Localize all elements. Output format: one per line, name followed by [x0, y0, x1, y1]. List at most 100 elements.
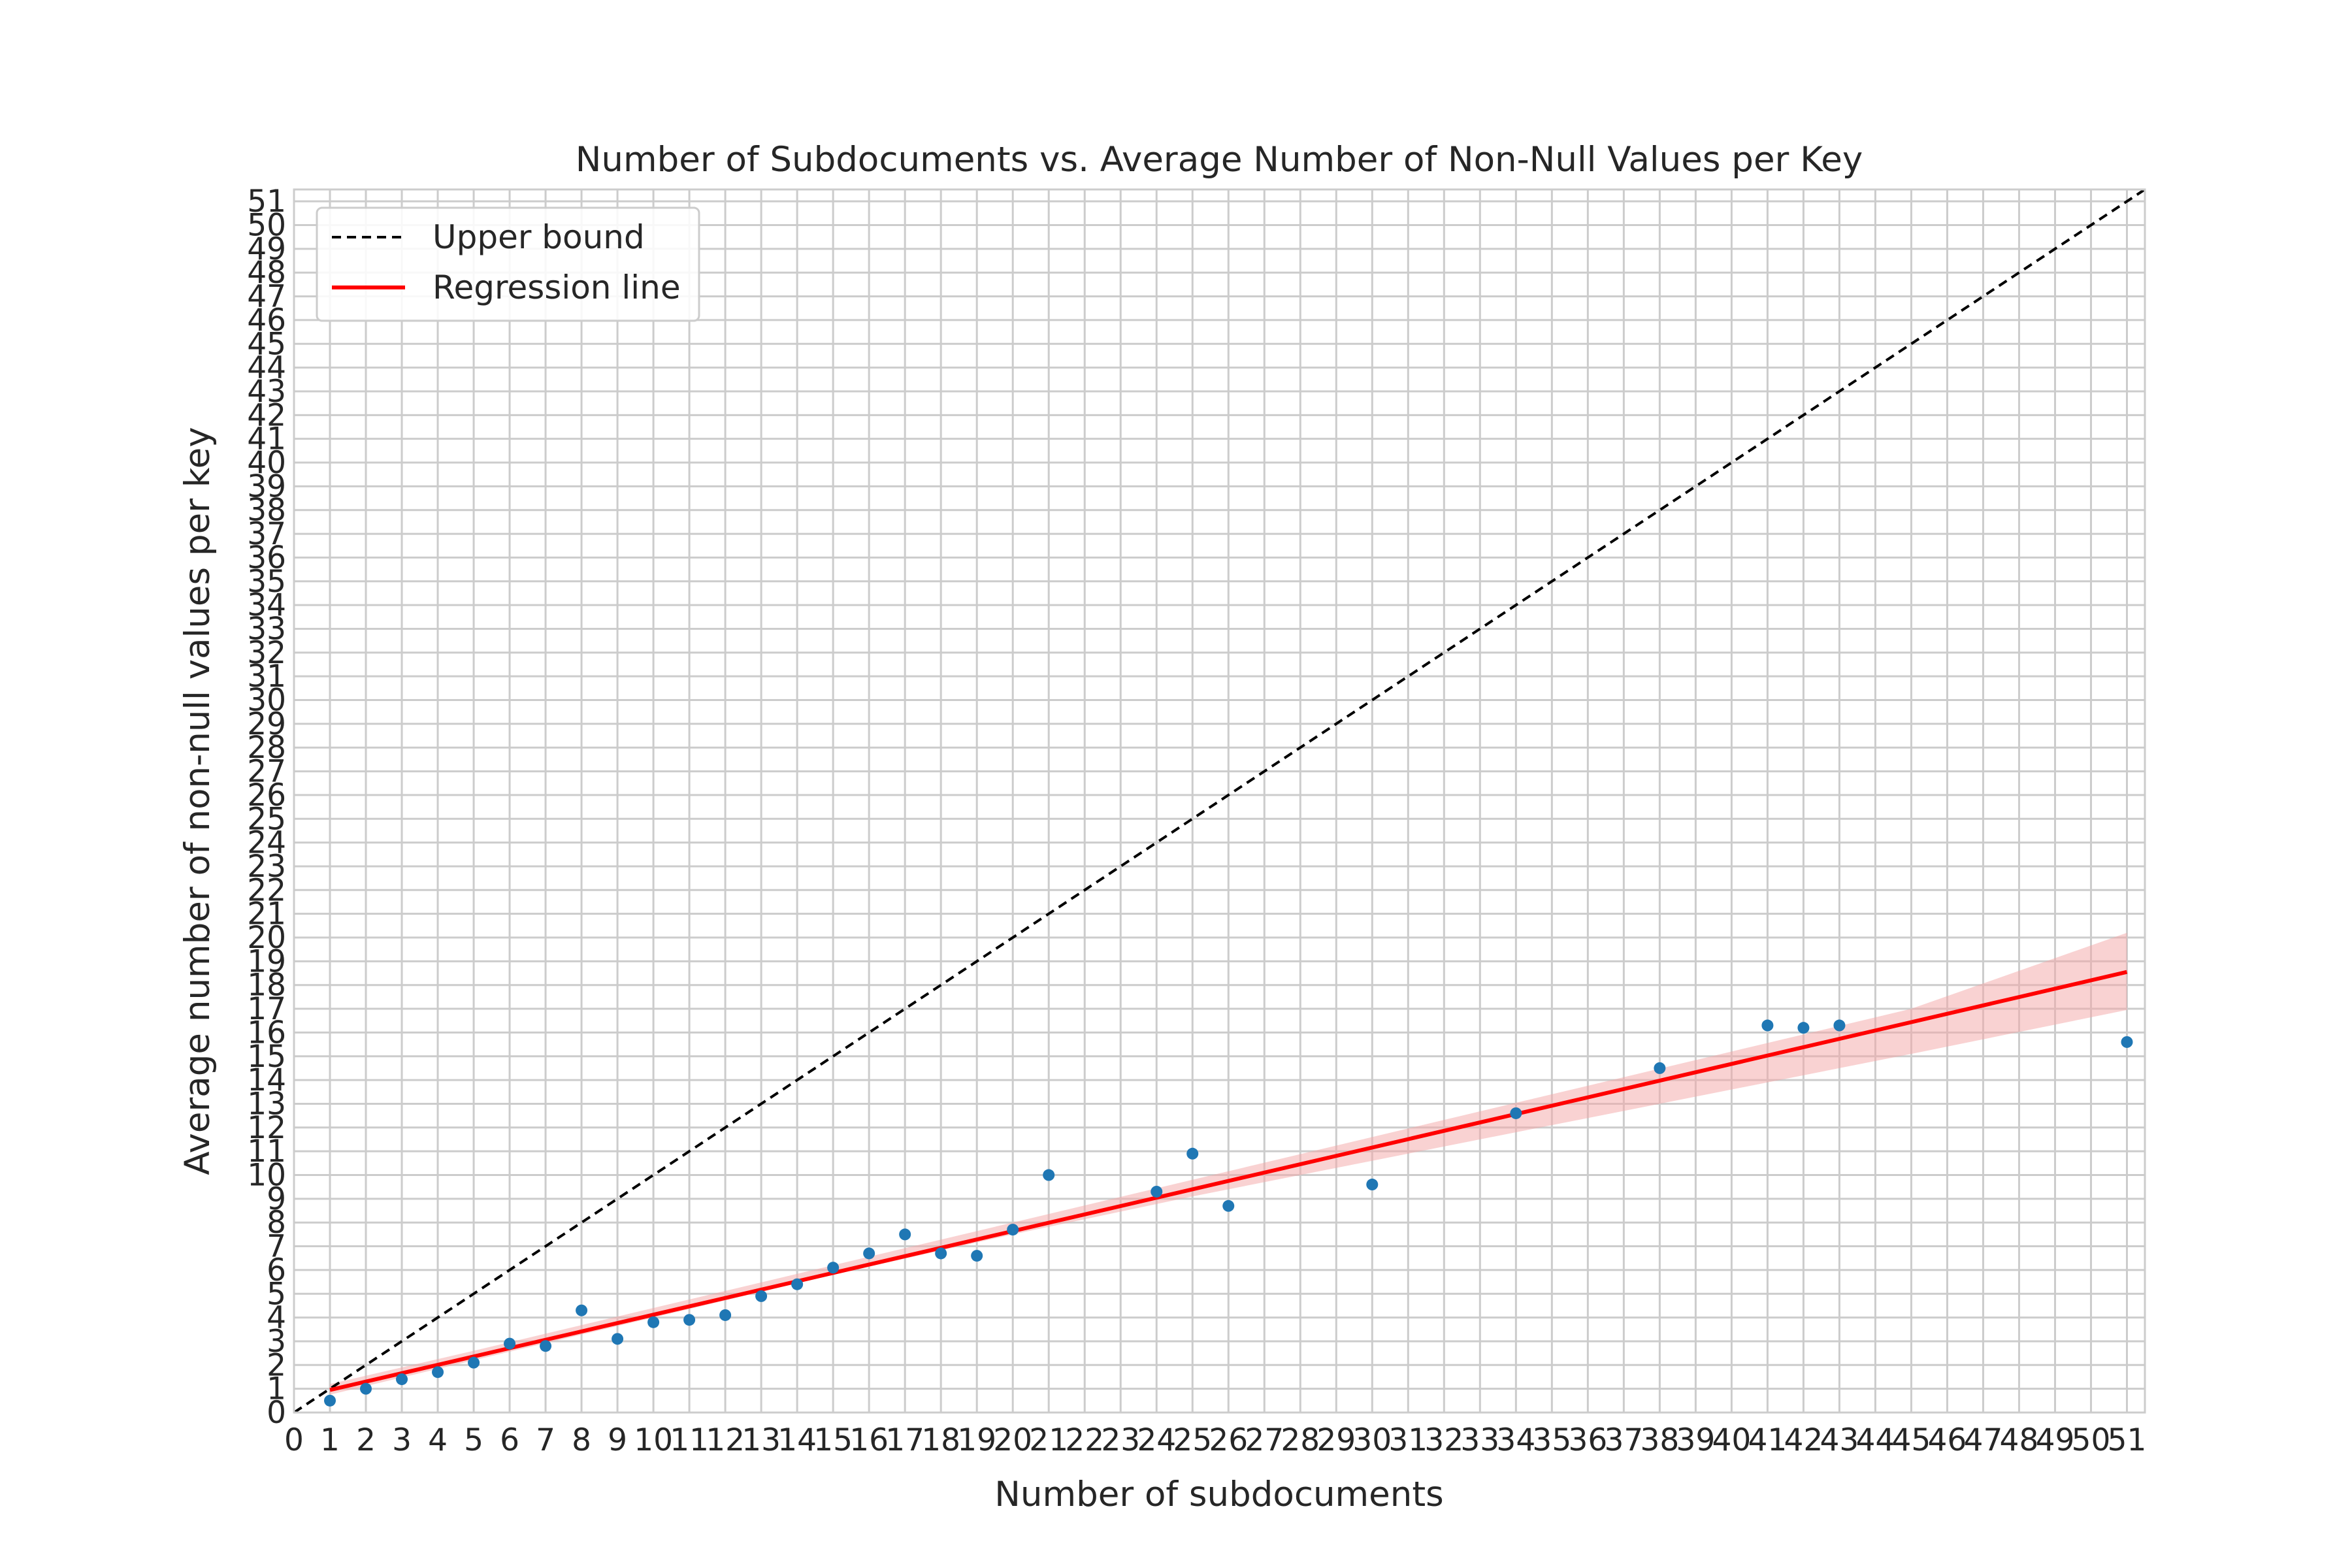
scatter-point — [935, 1247, 947, 1260]
regression-line — [329, 970, 2128, 1392]
x-tick-label: 4 — [428, 1422, 448, 1458]
x-tick-label: 44 — [1856, 1422, 1895, 1458]
x-tick-label: 33 — [1460, 1422, 1499, 1458]
x-tick-label: 11 — [670, 1422, 709, 1458]
x-tick-label: 41 — [1748, 1422, 1787, 1458]
scatter-point — [755, 1290, 768, 1302]
x-tick-label: 40 — [1712, 1422, 1751, 1458]
scatter-point — [719, 1309, 732, 1321]
y-tick-label: 33 — [247, 611, 286, 647]
y-tick-label: 11 — [247, 1134, 286, 1169]
y-tick-label: 8 — [267, 1205, 286, 1241]
scatter-point — [647, 1316, 660, 1328]
scatter-point — [324, 1394, 336, 1407]
x-tick-label: 10 — [634, 1422, 673, 1458]
x-tick-label: 35 — [1532, 1422, 1571, 1458]
legend: Upper bound Regression line — [316, 206, 700, 322]
y-tick-label: 12 — [247, 1110, 286, 1146]
x-tick-label: 32 — [1424, 1422, 1463, 1458]
y-tick-label: 24 — [247, 825, 286, 861]
scatter-point — [1510, 1107, 1522, 1119]
x-tick-label: 23 — [1101, 1422, 1140, 1458]
upper-bound-line — [293, 188, 2146, 1414]
y-tick-label: 34 — [247, 587, 286, 623]
scatter-point — [1007, 1224, 1019, 1236]
y-tick-label: 48 — [247, 255, 286, 291]
x-tick-label: 47 — [1964, 1422, 2003, 1458]
x-tick-label: 31 — [1388, 1422, 1428, 1458]
x-tick-labels: 0 1 2 3 4 5 6 7 8 9 101112131415161718192021222324… — [284, 1422, 2146, 1458]
y-tick-label: 5 — [267, 1276, 286, 1312]
y-tick-label: 35 — [247, 564, 286, 600]
y-tick-label: 50 — [247, 208, 286, 244]
x-tick-label: 9 — [608, 1422, 627, 1458]
scatter-point — [1833, 1019, 1846, 1032]
y-tick-label: 18 — [247, 968, 286, 1004]
x-tick-label: 30 — [1352, 1422, 1392, 1458]
x-tick-label: 46 — [1928, 1422, 1967, 1458]
y-tick-label: 32 — [247, 635, 286, 671]
x-tick-label: 21 — [1029, 1422, 1068, 1458]
plot-frame — [293, 188, 2146, 1414]
y-tick-label: 25 — [247, 801, 286, 837]
y-tick-label: 2 — [267, 1347, 286, 1383]
y-tick-label: 39 — [247, 468, 286, 504]
y-tick-label: 37 — [247, 516, 286, 552]
y-tick-label: 22 — [247, 872, 286, 908]
x-tick-label: 17 — [885, 1422, 924, 1458]
scatter-point — [1222, 1200, 1235, 1212]
y-tick-label: 4 — [267, 1300, 286, 1336]
grid — [293, 189, 2145, 1414]
x-tick-label: 14 — [777, 1422, 817, 1458]
x-tick-label: 26 — [1209, 1422, 1248, 1458]
x-tick-label: 15 — [813, 1422, 853, 1458]
y-tick-label: 17 — [247, 991, 286, 1027]
scatter-point — [468, 1356, 480, 1369]
x-tick-label: 42 — [1784, 1422, 1823, 1458]
y-tick-label: 46 — [247, 302, 286, 338]
scatter-points — [324, 1019, 2133, 1407]
x-tick-label: 27 — [1245, 1422, 1284, 1458]
y-tick-label: 20 — [247, 920, 286, 956]
y-tick-label: 1 — [267, 1371, 286, 1407]
x-tick-label: 3 — [392, 1422, 412, 1458]
y-tick-label: 42 — [247, 397, 286, 433]
y-tick-label: 9 — [267, 1181, 286, 1217]
x-tick-label: 7 — [536, 1422, 555, 1458]
x-tick-label: 34 — [1496, 1422, 1535, 1458]
y-tick-label: 31 — [247, 659, 286, 694]
x-tick-label: 6 — [500, 1422, 519, 1458]
y-tick-label: 47 — [247, 279, 286, 315]
y-tick-label: 19 — [247, 943, 286, 979]
y-tick-label: 6 — [267, 1252, 286, 1288]
x-tick-label: 20 — [993, 1422, 1032, 1458]
scatter-point — [2121, 1036, 2133, 1048]
x-tick-label: 18 — [921, 1422, 960, 1458]
x-tick-label: 1 — [320, 1422, 340, 1458]
scatter-point — [1043, 1169, 1055, 1181]
x-tick-label: 36 — [1568, 1422, 1607, 1458]
confidence-band — [330, 932, 2127, 1395]
y-tick-label: 14 — [247, 1062, 286, 1098]
y-tick-label: 29 — [247, 706, 286, 742]
scatter-point — [827, 1262, 840, 1274]
scatter-point — [791, 1278, 804, 1290]
x-tick-label: 8 — [572, 1422, 591, 1458]
scatter-point — [504, 1337, 516, 1350]
y-tick-label: 0 — [267, 1395, 286, 1431]
y-tick-labels: 0123456789101112131415161718192021222324… — [247, 184, 286, 1431]
scatter-point — [683, 1314, 696, 1326]
scatter-point — [1654, 1062, 1666, 1074]
x-tick-label: 22 — [1065, 1422, 1104, 1458]
scatter-point — [1797, 1022, 1810, 1034]
y-tick-label: 30 — [247, 683, 286, 719]
x-tick-label: 50 — [2072, 1422, 2111, 1458]
x-tick-label: 28 — [1281, 1422, 1320, 1458]
y-tick-label: 3 — [267, 1324, 286, 1360]
y-tick-label: 40 — [247, 445, 286, 481]
y-tick-label: 26 — [247, 777, 286, 813]
x-tick-label: 38 — [1640, 1422, 1679, 1458]
scatter-point — [396, 1373, 408, 1386]
x-tick-label: 43 — [1820, 1422, 1859, 1458]
